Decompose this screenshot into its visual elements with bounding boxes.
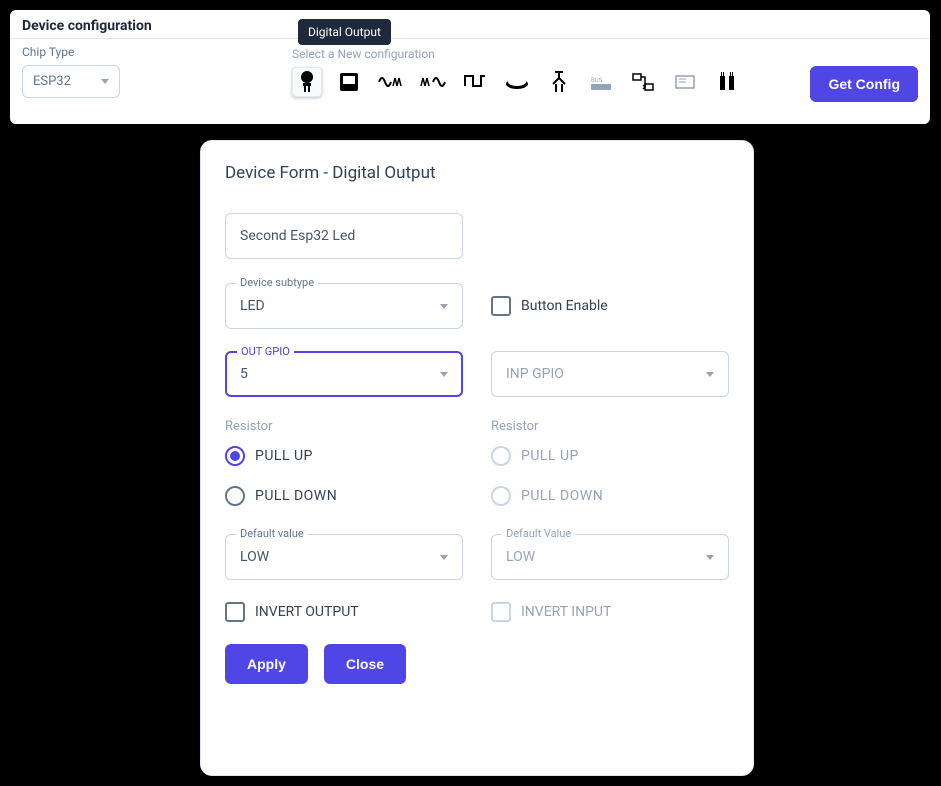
sensor-icon[interactable]	[544, 67, 574, 97]
modal-title: Device Form - Digital Output	[225, 163, 729, 183]
radio-label: PULL UP	[521, 448, 579, 464]
chip-type-label: Chip Type	[22, 45, 292, 59]
radio-icon	[491, 486, 511, 506]
chevron-down-icon	[440, 555, 448, 560]
close-button[interactable]: Close	[324, 644, 406, 684]
radio-label: PULL DOWN	[521, 488, 603, 504]
pulse-icon[interactable]	[460, 67, 490, 97]
default-value-right-value: LOW	[506, 549, 535, 565]
chevron-down-icon	[440, 372, 448, 377]
radio-label: PULL UP	[255, 448, 313, 464]
chip-type-value: ESP32	[33, 74, 71, 89]
radio-label: PULL DOWN	[255, 488, 337, 504]
default-value-left-label: Default value	[236, 527, 308, 540]
device-name-value: Second Esp32 Led	[240, 228, 355, 244]
radio-icon	[225, 486, 245, 506]
relay-icon[interactable]	[334, 67, 364, 97]
radio-icon	[491, 446, 511, 466]
default-value-left-select[interactable]: Default value LOW	[225, 534, 463, 580]
network-icon[interactable]	[628, 67, 658, 97]
inp-gpio-label: INP GPIO	[506, 366, 564, 382]
chip-type-select[interactable]: ESP32	[22, 65, 120, 98]
module-icon[interactable]	[712, 67, 742, 97]
chevron-down-icon	[101, 79, 109, 84]
get-config-button[interactable]: Get Config	[810, 66, 918, 102]
pull-down-radio-right: PULL DOWN	[491, 486, 729, 506]
radio-icon	[225, 446, 245, 466]
servo-icon[interactable]	[502, 67, 532, 97]
config-select-label: Select a New configuration	[292, 47, 918, 61]
button-enable-label: Button Enable	[521, 298, 608, 314]
device-form-modal: Device Form - Digital Output Second Esp3…	[200, 140, 754, 776]
device-config-panel: Device configuration Chip Type ESP32 Dig…	[8, 8, 932, 126]
checkbox-box-icon	[491, 602, 511, 622]
panel-title: Device configuration	[10, 10, 930, 39]
invert-output-checkbox[interactable]: INVERT OUTPUT	[225, 602, 463, 622]
invert-input-label: INVERT INPUT	[521, 604, 611, 620]
out-gpio-value: 5	[240, 366, 248, 382]
device-subtype-select[interactable]: Device subtype LED	[225, 283, 463, 329]
chevron-down-icon	[706, 555, 714, 560]
resistor-label-right: Resistor	[491, 419, 729, 434]
bus-icon[interactable]: BUS	[586, 67, 616, 97]
button-enable-checkbox[interactable]: Button Enable	[491, 296, 608, 316]
device-subtype-value: LED	[240, 298, 265, 314]
checkbox-box-icon	[491, 296, 511, 316]
analog-input-icon[interactable]	[376, 67, 406, 97]
invert-input-checkbox: INVERT INPUT	[491, 602, 729, 622]
out-gpio-label: OUT GPIO	[237, 345, 294, 358]
chevron-down-icon	[706, 372, 714, 377]
pull-up-radio-left[interactable]: PULL UP	[225, 446, 463, 466]
apply-button[interactable]: Apply	[225, 644, 308, 684]
default-value-right-label: Default Value	[502, 527, 575, 540]
resistor-label-left: Resistor	[225, 419, 463, 434]
svg-text:BUS: BUS	[591, 77, 603, 84]
device-name-input[interactable]: Second Esp32 Led	[225, 213, 463, 259]
device-subtype-label: Device subtype	[236, 276, 318, 289]
pwm-icon[interactable]	[418, 67, 448, 97]
invert-output-label: INVERT OUTPUT	[255, 604, 359, 620]
pull-up-radio-right: PULL UP	[491, 446, 729, 466]
out-gpio-select[interactable]: OUT GPIO 5	[225, 351, 463, 397]
default-value-right-select[interactable]: Default Value LOW	[491, 534, 729, 580]
display-icon[interactable]	[670, 67, 700, 97]
pull-down-radio-left[interactable]: PULL DOWN	[225, 486, 463, 506]
checkbox-box-icon	[225, 602, 245, 622]
default-value-left-value: LOW	[240, 549, 269, 565]
inp-gpio-select[interactable]: INP GPIO	[491, 351, 729, 397]
digital-output-icon[interactable]	[292, 67, 322, 97]
tooltip-digital-output: Digital Output	[298, 19, 391, 45]
chevron-down-icon	[440, 304, 448, 309]
